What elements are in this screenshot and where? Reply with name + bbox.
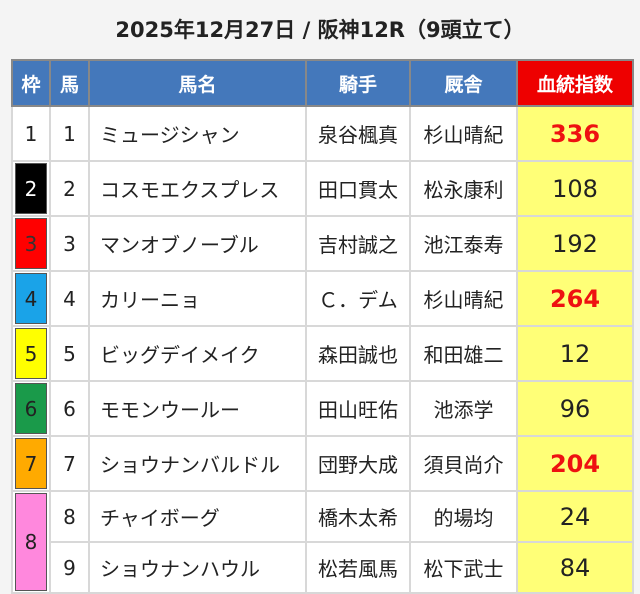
table-row[interactable]: 1 1 ミュージシャン 泉谷楓真 杉山晴紀 336	[11, 105, 634, 162]
jockey: 吉村誠之	[305, 215, 411, 272]
waku-cell: 5	[11, 325, 51, 382]
waku-cell: 4	[11, 270, 51, 327]
waku-cell: 8	[11, 490, 51, 594]
waku-cell: 7	[11, 435, 51, 492]
horse-number: 8	[49, 490, 90, 543]
jockey: 泉谷楓真	[305, 105, 411, 162]
race-title: 2025年12月27日 / 阪神12R（9頭立て）	[115, 18, 525, 42]
bloodline-index: 96	[516, 380, 634, 437]
horse-number: 9	[49, 541, 90, 594]
table-row[interactable]: 3 3 マンオブノーブル 吉村誠之 池江泰寿 192	[11, 215, 634, 272]
table-row[interactable]: 6 6 モモンウールー 田山旺佑 池添学 96	[11, 380, 634, 437]
jockey: 森田誠也	[305, 325, 411, 382]
trainer: 杉山晴紀	[409, 105, 518, 162]
waku-number: 1	[15, 108, 47, 159]
jockey: 松若風馬	[305, 541, 411, 594]
horse-number: 1	[49, 105, 90, 162]
waku-number: 2	[15, 163, 47, 214]
waku-number: 3	[15, 218, 47, 269]
horse-number: 7	[49, 435, 90, 492]
bloodline-index: 84	[516, 541, 634, 594]
trainer: 池添学	[409, 380, 518, 437]
header-index: 血統指数	[516, 59, 634, 107]
header-jockey: 騎手	[305, 59, 411, 107]
horse-number: 2	[49, 160, 90, 217]
horse-name: チャイボーグ	[88, 490, 307, 543]
trainer: 杉山晴紀	[409, 270, 518, 327]
trainer: 松永康利	[409, 160, 518, 217]
horse-name: ショウナンバルドル	[88, 435, 307, 492]
horse-name: カリーニョ	[88, 270, 307, 327]
jockey: 団野大成	[305, 435, 411, 492]
horse-number: 5	[49, 325, 90, 382]
waku-number: 4	[15, 273, 47, 324]
waku-cell: 3	[11, 215, 51, 272]
table-row[interactable]: 9 ショウナンハウル 松若風馬 松下武士 84	[12, 541, 634, 594]
bloodline-index: 108	[516, 160, 634, 217]
waku-number: 8	[15, 493, 47, 591]
waku-number: 7	[15, 438, 47, 489]
bloodline-index: 264	[516, 270, 634, 327]
jockey: 田山旺佑	[305, 380, 411, 437]
bloodline-index: 204	[516, 435, 634, 492]
jockey: Ｃ．デム	[305, 270, 411, 327]
trainer: 松下武士	[409, 541, 518, 594]
trainer: 的場均	[409, 490, 518, 543]
horse-name: ショウナンハウル	[88, 541, 307, 594]
waku-cell: 1	[11, 105, 51, 162]
waku-number: 5	[15, 328, 47, 379]
horse-number: 4	[49, 270, 90, 327]
horse-number: 6	[49, 380, 90, 437]
horse-name: ビッグデイメイク	[88, 325, 307, 382]
header-waku: 枠	[11, 59, 51, 107]
horse-name: モモンウールー	[88, 380, 307, 437]
trainer: 池江泰寿	[409, 215, 518, 272]
horse-name: マンオブノーブル	[88, 215, 307, 272]
header-name: 馬名	[88, 59, 307, 107]
jockey: 田口貫太	[305, 160, 411, 217]
waku-number: 6	[15, 383, 47, 434]
bloodline-index: 192	[516, 215, 634, 272]
table-row[interactable]: 4 4 カリーニョ Ｃ．デム 杉山晴紀 264	[11, 270, 634, 327]
trainer: 和田雄二	[409, 325, 518, 382]
header-uma: 馬	[49, 59, 90, 107]
table-row[interactable]: 7 7 ショウナンバルドル 団野大成 須貝尚介 204	[11, 435, 634, 492]
waku-cell: 2	[11, 160, 51, 217]
bloodline-index: 24	[516, 490, 634, 543]
entries-table: 枠 馬 馬名 騎手 厩舎 血統指数 1 1 ミュージシャン 泉谷楓真 杉山晴紀 336 2 2…	[11, 59, 634, 594]
bloodline-index: 12	[516, 325, 634, 382]
horse-name: ミュージシャン	[88, 105, 307, 162]
header-row: 枠 馬 馬名 騎手 厩舎 血統指数	[11, 59, 634, 107]
table-row[interactable]: 2 2 コスモエクスプレス 田口貫太 松永康利 108	[11, 160, 634, 217]
table-row[interactable]: 8 8 チャイボーグ 橋木太希 的場均 24	[11, 490, 634, 594]
bloodline-index: 336	[516, 105, 634, 162]
table-row[interactable]: 5 5 ビッグデイメイク 森田誠也 和田雄二 12	[11, 325, 634, 382]
jockey: 橋木太希	[305, 490, 411, 543]
trainer: 須貝尚介	[409, 435, 518, 492]
header-trainer: 厩舎	[409, 59, 518, 107]
horse-name: コスモエクスプレス	[88, 160, 307, 217]
waku-cell: 6	[11, 380, 51, 437]
horse-number: 3	[49, 215, 90, 272]
